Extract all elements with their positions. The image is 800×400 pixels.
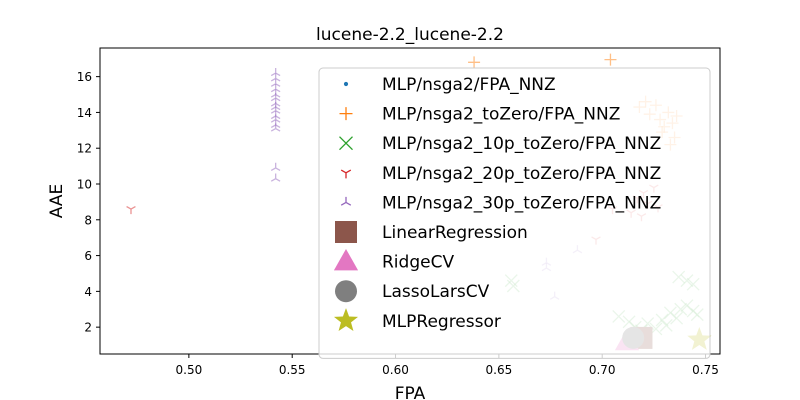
data-point-s3-p0: [126, 205, 136, 215]
legend-label: MLP/nsga2_toZero/FPA_NNZ: [382, 105, 620, 125]
data-point-s4-p13: [270, 162, 281, 172]
legend-marker-4: [340, 196, 352, 206]
chart-title: lucene-2.2_lucene-2.2: [316, 25, 504, 45]
legend-marker-2: [339, 136, 353, 151]
x-axis: 0.50 0.55 0.60 0.65 0.70 0.75: [176, 354, 719, 377]
legend-marker-7: [335, 280, 357, 303]
y-tick-label: 14: [77, 106, 92, 120]
data-point-s4-p0: [270, 67, 281, 77]
legend-marker-3: [340, 169, 352, 179]
legend-frame: [318, 67, 711, 359]
x-axis-label: FPA: [395, 384, 426, 400]
legend-label: MLP/nsga2_20p_toZero/FPA_NNZ: [382, 164, 661, 184]
legend-label: LinearRegression: [382, 223, 528, 243]
legend-label: MLP/nsga2/FPA_NNZ: [382, 75, 556, 95]
data-point-s4-p1: [270, 73, 281, 82]
y-tick-label: 12: [77, 142, 92, 156]
legend-label: RidgeCV: [382, 253, 454, 273]
y-tick-label: 6: [84, 249, 92, 263]
data-point-s1-p0: [468, 56, 481, 69]
data-point-s4-p8: [270, 105, 281, 114]
y-axis-label: AAE: [47, 184, 67, 218]
legend-label: MLPRegressor: [382, 312, 501, 332]
y-tick-label: 4: [84, 285, 92, 299]
y-tick-label: 2: [84, 321, 92, 335]
legend-marker-6: [333, 248, 359, 271]
data-point-s4-p12: [270, 123, 281, 132]
y-tick-label: 10: [77, 178, 92, 192]
data-point-s4-p5: [270, 93, 281, 102]
data-point-s1-p1: [604, 53, 617, 66]
x-tick-label: 0.65: [486, 363, 513, 377]
legend-label: LassoLarsCV: [382, 282, 490, 302]
data-point-s4-p2: [270, 78, 281, 87]
legend-marker-0: [343, 81, 349, 87]
y-tick-label: 16: [77, 70, 92, 84]
x-tick-label: 0.70: [589, 363, 616, 377]
data-point-s4-p3: [270, 84, 281, 93]
x-tick-label: 0.60: [382, 363, 409, 377]
data-point-s4-p10: [270, 114, 281, 123]
x-tick-label: 0.50: [176, 363, 203, 377]
x-tick-label: 0.75: [692, 363, 719, 377]
legend-label: MLP/nsga2_10p_toZero/FPA_NNZ: [382, 134, 661, 154]
legend: MLP/nsga2/FPA_NNZ MLP/nsga2_toZero/FPA_NN…: [318, 67, 711, 359]
legend-marker-5: [335, 221, 357, 243]
legend-marker-8: [333, 308, 359, 332]
legend-label: MLP/nsga2_30p_toZero/FPA_NNZ: [382, 193, 661, 213]
y-axis: 2 4 6 8 10 12 14 16: [77, 70, 100, 335]
y-tick-label: 8: [84, 213, 92, 227]
data-point-s4-p14: [270, 173, 281, 182]
x-tick-label: 0.55: [279, 363, 306, 377]
legend-marker-1: [339, 107, 353, 121]
